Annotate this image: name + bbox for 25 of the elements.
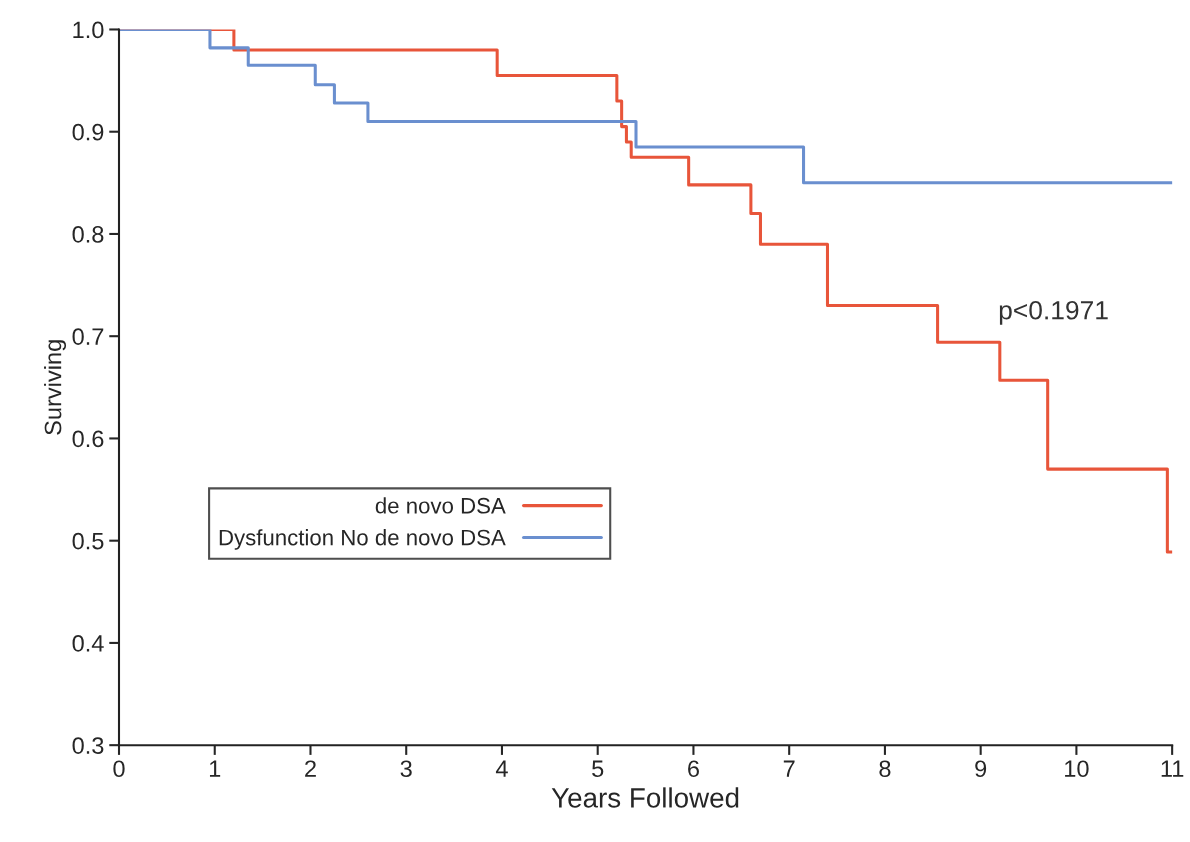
x-tick-label: 1 (209, 760, 221, 777)
x-tick-label: 5 (592, 760, 604, 778)
x-tick-label: 10 (1065, 760, 1089, 778)
y-tick-label: 0.3 (72, 737, 104, 754)
x-tick-label: 6 (688, 760, 699, 778)
x-tick-label: 4 (495, 760, 508, 777)
x-tick-label: 9 (975, 760, 987, 778)
y-tick-label: 0.5 (72, 532, 104, 550)
y-tick-label: 0.9 (72, 123, 104, 141)
y-tick-label: 0.8 (72, 226, 104, 243)
x-tick-label: 11 (1161, 760, 1184, 777)
y-tick-label: 1.0 (73, 21, 104, 39)
x-tick-label: 0 (113, 760, 125, 778)
y-axis-title: Surviving (44, 340, 67, 435)
legend-label: Dysfunction No de novo DSA (219, 529, 506, 550)
legend-label: de novo DSA (375, 497, 506, 514)
x-tick-label: 8 (879, 760, 891, 778)
y-tick-label: 0.4 (72, 635, 104, 652)
x-tick-label: 7 (783, 760, 795, 777)
x-tick-label: 2 (305, 760, 316, 777)
annotation: p<0.1971 (999, 300, 1108, 325)
x-tick-label: 3 (400, 760, 412, 778)
y-tick-label: 0.6 (72, 430, 104, 448)
x-axis-title: Years Followed (551, 787, 739, 808)
y-tick-label: 0.7 (72, 328, 104, 345)
